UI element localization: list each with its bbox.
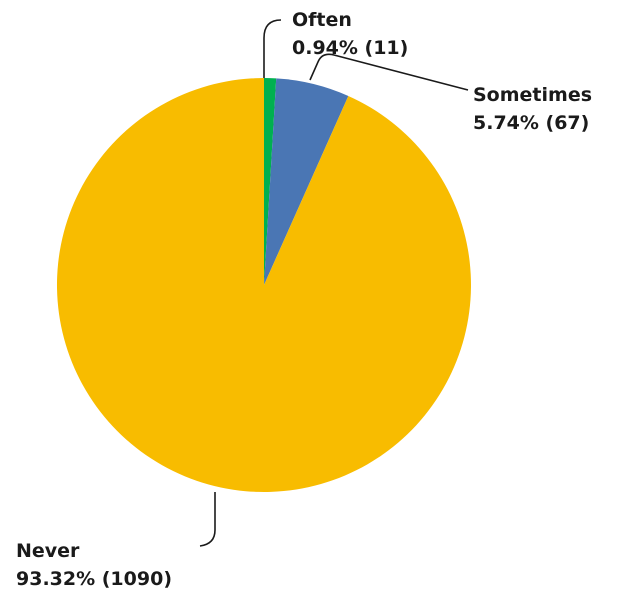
slice-label-sometimes-name: Sometimes: [473, 84, 592, 106]
leader-line-often: [263, 19, 282, 78]
leader-lines: [199, 19, 469, 547]
data-labels: Often 0.94% (11) Sometimes 5.74% (67) Ne…: [16, 9, 592, 590]
pie-slice-never: [56, 78, 471, 493]
slice-label-never-value: 93.32% (1090): [16, 568, 172, 590]
slice-label-often-name: Often: [292, 9, 352, 31]
slice-label-sometimes-value: 5.74% (67): [473, 112, 589, 134]
slice-label-often-value: 0.94% (11): [292, 37, 408, 59]
pie-slices: [56, 78, 471, 493]
leader-line-never: [199, 492, 216, 547]
pie-slice-often: [264, 78, 277, 285]
leader-line-sometimes: [309, 53, 469, 91]
pie-slice-sometimes: [264, 78, 349, 285]
slice-label-never-name: Never: [16, 540, 80, 562]
